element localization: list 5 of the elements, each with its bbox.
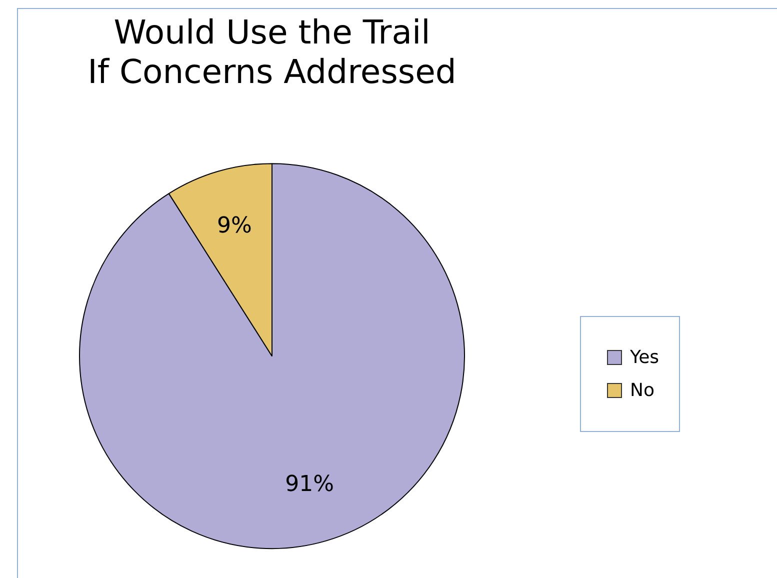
legend-label: No: [630, 380, 654, 401]
chart-title: Would Use the Trail If Concerns Addressed: [88, 12, 456, 91]
data-label: 91%: [285, 472, 334, 498]
data-label: 9%: [216, 213, 252, 238]
legend-label: Yes: [630, 347, 660, 368]
